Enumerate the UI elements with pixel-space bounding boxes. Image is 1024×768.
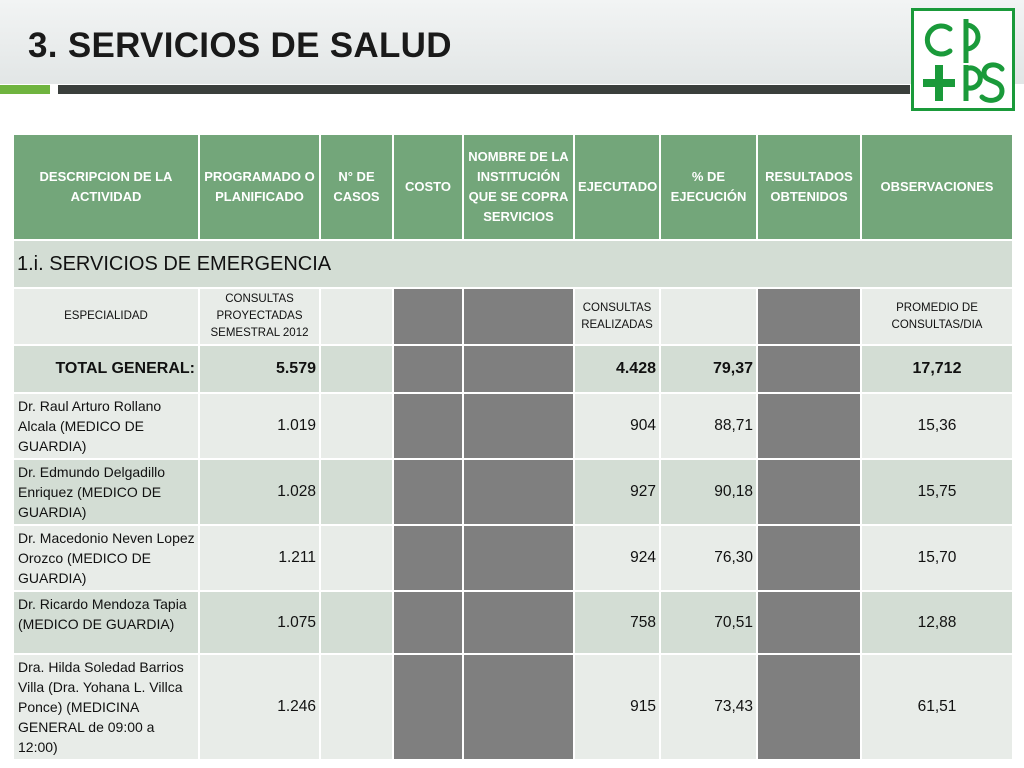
- blocked-cell: [462, 524, 575, 592]
- row-ejecutado: 904: [573, 392, 661, 460]
- sub-casos: [319, 287, 394, 346]
- row-observaciones: 12,88: [860, 590, 1014, 655]
- blocked-cell: [756, 458, 862, 526]
- sub-descripcion: ESPECIALIDAD: [12, 287, 200, 346]
- blocked-cell: [756, 653, 862, 761]
- header-observaciones: OBSERVACIONES: [860, 133, 1014, 241]
- total-observaciones: 17,712: [860, 344, 1014, 394]
- row-porcentaje: 90,18: [659, 458, 758, 526]
- subheader-row: ESPECIALIDAD CONSULTAS PROYECTADAS SEMES…: [12, 287, 1014, 346]
- blocked-cell: [462, 653, 575, 761]
- header-descripcion: DESCRIPCION DE LA ACTIVIDAD: [12, 133, 200, 241]
- header-resultados: RESULTADOS OBTENIDOS: [756, 133, 862, 241]
- doctor-name: Dra. Hilda Soledad Barrios Villa (Dra. Y…: [12, 653, 200, 761]
- doctor-name: Dr. Macedonio Neven Lopez Orozco (MEDICO…: [12, 524, 200, 592]
- doctor-name: Dr. Edmundo Delgadillo Enriquez (MEDICO …: [12, 458, 200, 526]
- blocked-cell: [392, 287, 464, 346]
- blocked-cell: [462, 590, 575, 655]
- blocked-cell: [462, 392, 575, 460]
- row-programado: 1.019: [198, 392, 321, 460]
- row-casos: [319, 524, 394, 592]
- row-porcentaje: 70,51: [659, 590, 758, 655]
- table-row: Dr. Raul Arturo Rollano Alcala (MEDICO D…: [12, 392, 1014, 460]
- row-programado: 1.211: [198, 524, 321, 592]
- table-row: Dr. Ricardo Mendoza Tapia (MEDICO DE GUA…: [12, 590, 1014, 655]
- section-row: 1.i. SERVICIOS DE EMERGENCIA: [12, 239, 1014, 289]
- total-programado: 5.579: [198, 344, 321, 394]
- header-institucion: NOMBRE DE LA INSTITUCIÓN QUE SE COPRA SE…: [462, 133, 575, 241]
- row-programado: 1.075: [198, 590, 321, 655]
- blocked-cell: [756, 344, 862, 394]
- cpps-logo-icon: [911, 8, 1015, 111]
- row-porcentaje: 88,71: [659, 392, 758, 460]
- row-programado: 1.246: [198, 653, 321, 761]
- header-background: [0, 0, 1024, 84]
- total-row: TOTAL GENERAL: 5.579 4.428 79,37 17,712: [12, 344, 1014, 394]
- row-ejecutado: 915: [573, 653, 661, 761]
- row-observaciones: 61,51: [860, 653, 1014, 761]
- blocked-cell: [392, 392, 464, 460]
- row-porcentaje: 76,30: [659, 524, 758, 592]
- blocked-cell: [392, 524, 464, 592]
- header-casos: N° DE CASOS: [319, 133, 394, 241]
- section-title: 1.i. SERVICIOS DE EMERGENCIA: [12, 239, 1014, 289]
- accent-bar: [0, 85, 50, 94]
- blocked-cell: [756, 590, 862, 655]
- total-ejecutado: 4.428: [573, 344, 661, 394]
- page-title: 3. SERVICIOS DE SALUD: [28, 26, 452, 65]
- doctor-name: Dr. Ricardo Mendoza Tapia (MEDICO DE GUA…: [12, 590, 200, 655]
- sub-programado: CONSULTAS PROYECTADAS SEMESTRAL 2012: [198, 287, 321, 346]
- total-porcentaje: 79,37: [659, 344, 758, 394]
- header-programado: PROGRAMADO O PLANIFICADO: [198, 133, 321, 241]
- row-programado: 1.028: [198, 458, 321, 526]
- table-row: Dra. Hilda Soledad Barrios Villa (Dra. Y…: [12, 653, 1014, 761]
- row-observaciones: 15,70: [860, 524, 1014, 592]
- row-porcentaje: 73,43: [659, 653, 758, 761]
- blocked-cell: [756, 392, 862, 460]
- header-ejecutado: EJECUTADO: [573, 133, 661, 241]
- header-costo: COSTO: [392, 133, 464, 241]
- blocked-cell: [392, 458, 464, 526]
- sub-porcentaje: [659, 287, 758, 346]
- row-ejecutado: 924: [573, 524, 661, 592]
- row-casos: [319, 458, 394, 526]
- row-ejecutado: 758: [573, 590, 661, 655]
- blocked-cell: [462, 287, 575, 346]
- table-header-row: DESCRIPCION DE LA ACTIVIDAD PROGRAMADO O…: [12, 133, 1014, 241]
- services-table: DESCRIPCION DE LA ACTIVIDAD PROGRAMADO O…: [12, 133, 1014, 761]
- row-casos: [319, 653, 394, 761]
- table-row: Dr. Macedonio Neven Lopez Orozco (MEDICO…: [12, 524, 1014, 592]
- doctor-name: Dr. Raul Arturo Rollano Alcala (MEDICO D…: [12, 392, 200, 460]
- divider-bar: [58, 85, 910, 94]
- row-observaciones: 15,75: [860, 458, 1014, 526]
- sub-ejecutado: CONSULTAS REALIZADAS: [573, 287, 661, 346]
- total-casos: [319, 344, 394, 394]
- blocked-cell: [392, 344, 464, 394]
- blocked-cell: [756, 287, 862, 346]
- row-ejecutado: 927: [573, 458, 661, 526]
- row-observaciones: 15,36: [860, 392, 1014, 460]
- sub-observaciones: PROMEDIO DE CONSULTAS/DIA: [860, 287, 1014, 346]
- total-label: TOTAL GENERAL:: [12, 344, 200, 394]
- row-casos: [319, 392, 394, 460]
- blocked-cell: [392, 653, 464, 761]
- blocked-cell: [462, 458, 575, 526]
- header-porcentaje: % DE EJECUCIÓN: [659, 133, 758, 241]
- row-casos: [319, 590, 394, 655]
- blocked-cell: [462, 344, 575, 394]
- blocked-cell: [756, 524, 862, 592]
- table-row: Dr. Edmundo Delgadillo Enriquez (MEDICO …: [12, 458, 1014, 526]
- blocked-cell: [392, 590, 464, 655]
